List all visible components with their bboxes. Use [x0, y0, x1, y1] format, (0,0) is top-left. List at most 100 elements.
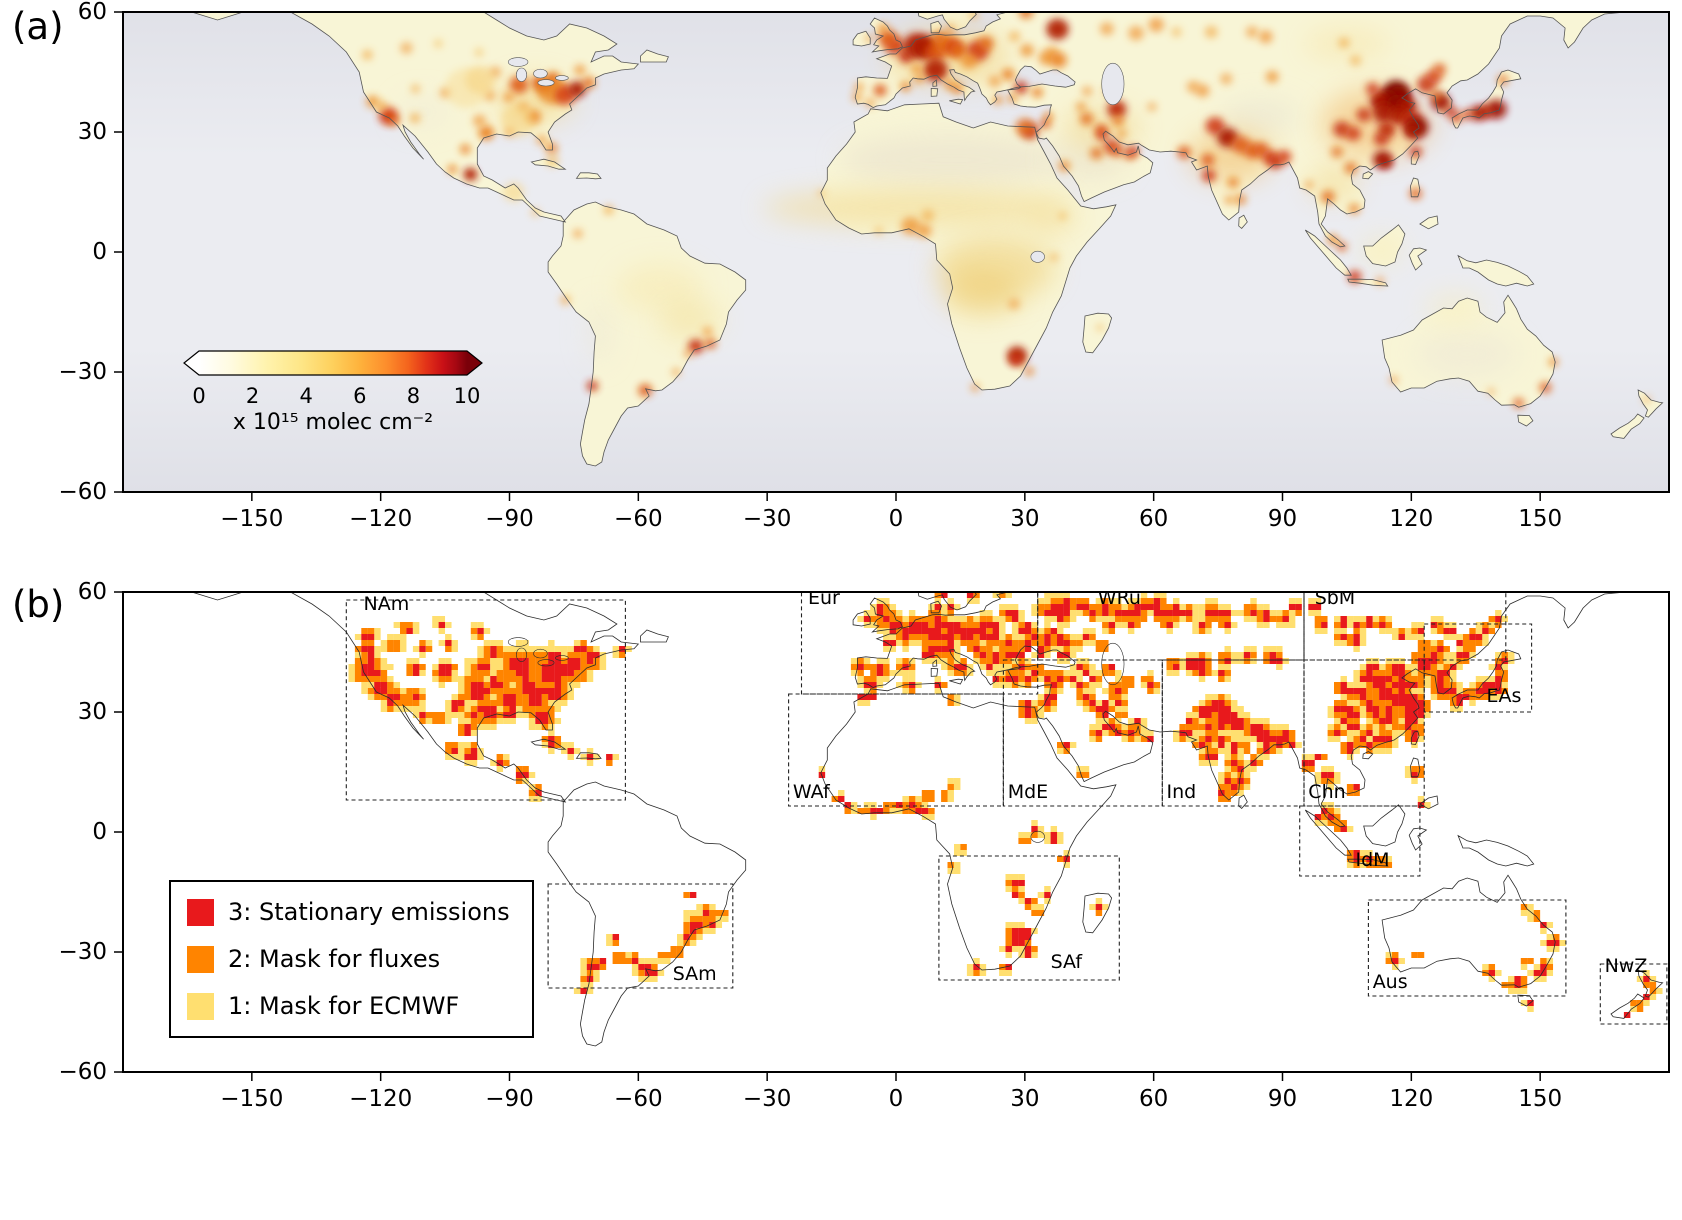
no2-hotspot: [932, 31, 946, 44]
no2-hotspot: [1081, 86, 1093, 96]
no2-hotspot: [992, 95, 1003, 105]
no2-hotspot: [388, 116, 399, 126]
no2-hotspot: [688, 339, 704, 354]
no2-hotspot: [1450, 112, 1463, 124]
panel-a-x-tick-label: 0: [888, 506, 904, 532]
region-box-SAm: [547, 883, 734, 989]
no2-hotspot: [1265, 70, 1279, 83]
no2-hotspot: [916, 223, 932, 238]
no2-hotspot: [1345, 126, 1362, 141]
landmasses: [191, 12, 1663, 466]
panel-a-x-tick-label: −150: [220, 506, 284, 532]
desert-shade: [1415, 330, 1519, 378]
no2-hotspot: [1128, 26, 1144, 41]
no2-haze: [616, 264, 703, 312]
lake: [516, 67, 527, 82]
no2-hotspot: [1049, 52, 1067, 68]
legend-label-tier3: 3: Stationary emissions: [228, 898, 510, 926]
panel-b-x-tick-label: −150: [220, 1086, 284, 1112]
desert-shade: [397, 96, 450, 128]
lake: [533, 68, 548, 79]
region-box-Ind: [1161, 659, 1305, 807]
panel-a-x-tick-label: 60: [1139, 506, 1169, 532]
no2-hotspot: [1234, 194, 1246, 205]
panel-b-x-tick-label: 0: [888, 1086, 904, 1112]
no2-hotspot: [546, 154, 559, 167]
panel-b-x-tick-label: −60: [614, 1086, 663, 1112]
colorbar-tick-label: 2: [245, 384, 260, 408]
no2-hotspot: [1195, 84, 1210, 98]
no2-hotspot: [411, 84, 420, 93]
region-label-Chn: Chn: [1308, 781, 1345, 803]
lake-outline: [516, 647, 527, 662]
no2-hotspot: [704, 338, 717, 349]
lake-outline: [533, 648, 548, 659]
colorbar-gradient: [183, 350, 483, 376]
panel-a-x-tick-label: −120: [349, 506, 413, 532]
no2-hotspot: [1090, 147, 1103, 160]
region-box-WAf: [788, 693, 1004, 807]
coastlines: [191, 592, 1664, 1047]
no2-hotspot: [472, 114, 486, 127]
no2-hotspot: [409, 113, 421, 123]
no2-hotspot: [877, 23, 889, 34]
no2-hotspot: [586, 380, 598, 392]
no2-hotspot: [1220, 73, 1233, 85]
region-label-WRu: WRu: [1098, 587, 1141, 609]
no2-hotspot: [366, 95, 379, 108]
no2-hotspot: [503, 182, 525, 202]
no2-hotspot: [960, 52, 978, 69]
no2-hotspot: [1338, 37, 1350, 48]
panel-a-x-tick-label: 90: [1267, 506, 1298, 532]
lake: [555, 75, 569, 81]
no2-hotspot: [1204, 26, 1218, 38]
region-label-EAs: EAs: [1487, 685, 1522, 707]
panel-a-svg: [114, 11, 1670, 501]
no2-hotspot: [375, 100, 388, 112]
no2-hotspot: [702, 326, 713, 337]
no2-hotspot: [1075, 102, 1087, 112]
no2-haze: [1024, 204, 1077, 236]
no2-haze: [943, 268, 1021, 316]
panel-b-x-tick-label: 90: [1267, 1086, 1298, 1112]
no2-hotspot: [864, 34, 874, 43]
no2-hotspot: [1356, 107, 1372, 123]
no2-hotspot: [500, 104, 536, 136]
legend-swatch-tier2: [187, 945, 214, 973]
panel-b-y-tick-label: −60: [58, 1059, 107, 1085]
no2-hotspot: [988, 75, 1002, 88]
desert-shade: [1222, 100, 1300, 132]
no2-haze: [1424, 292, 1485, 324]
panel-a-y-tick-label: −30: [58, 359, 107, 385]
no2-hotspot: [1099, 22, 1114, 36]
no2-hotspot: [1642, 396, 1651, 404]
region-label-NAm: NAm: [364, 593, 410, 615]
region-label-SAf: SAf: [1051, 951, 1084, 973]
no2-hotspot: [1024, 366, 1034, 376]
no2-hotspot: [1304, 180, 1314, 190]
no2-hotspot: [1347, 270, 1362, 284]
legend-item-tier1: 1: Mask for ECMWF: [187, 992, 510, 1020]
no2-hotspot: [951, 83, 963, 94]
colorbar-tick-label: 10: [453, 384, 481, 408]
no2-hotspot: [1227, 177, 1239, 188]
legend-swatch-tier1: [187, 992, 214, 1020]
no2-hotspot: [921, 209, 935, 222]
panel-a-map: 0 2 4 6 8 10 x 10¹⁵ molec cm⁻²: [114, 11, 1670, 501]
panel-b-y-tick-label: 0: [92, 819, 107, 845]
panel-b-x-tick-label: −30: [742, 1086, 792, 1112]
no2-hotspot: [1469, 105, 1487, 121]
no2-hotspot: [911, 63, 923, 74]
no2-hotspot: [1008, 31, 1021, 42]
colorbar: 0 2 4 6 8 10 x 10¹⁵ molec cm⁻²: [183, 350, 483, 435]
legend-label-tier2: 2: Mask for fluxes: [228, 945, 441, 973]
panel-b-label: (b): [12, 583, 65, 626]
desert-shade: [586, 300, 613, 364]
panel-a-y-tick-label: 30: [77, 119, 107, 145]
no2-hotspot: [1200, 153, 1215, 167]
lake: [537, 79, 555, 87]
panel-b-x-tick-label: 60: [1139, 1086, 1169, 1112]
no2-hotspot: [949, 42, 967, 59]
colorbar-tick-label: 8: [406, 384, 421, 408]
